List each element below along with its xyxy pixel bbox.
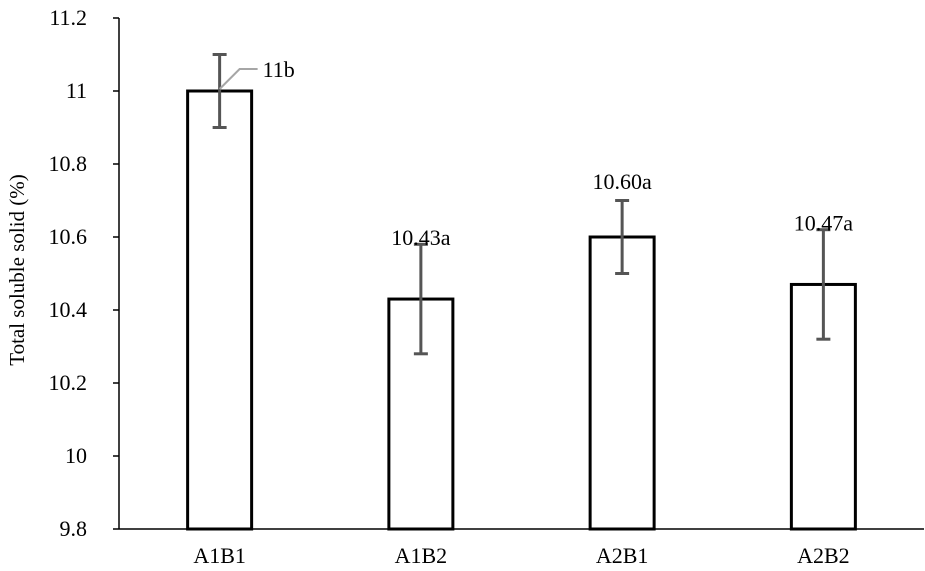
error-bar-a2b2	[816, 228, 831, 341]
y-tick-label: 11.2	[49, 5, 87, 30]
x-tick-label: A1B1	[193, 543, 246, 568]
error-bar-a1b1	[212, 53, 227, 129]
data-label: 10.47a	[794, 210, 854, 235]
x-tick-label: A1B2	[395, 543, 448, 568]
data-labels: 11b 10.43a 10.60a 10.47a	[218, 57, 854, 250]
y-tick-label: 10	[65, 443, 87, 468]
y-tick-label: 10.8	[49, 151, 88, 176]
leader-line	[218, 68, 258, 90]
error-bars	[212, 53, 831, 356]
y-tick-label: 10.6	[49, 224, 88, 249]
bar-a1b1	[186, 89, 254, 531]
y-tick-label: 10.2	[49, 370, 88, 395]
x-tick-label: A2B2	[797, 543, 850, 568]
bars	[186, 89, 857, 531]
y-axis: 9.8 10 10.2 10.4 10.6 10.8 11 11.2	[49, 5, 120, 541]
data-label: 10.60a	[592, 169, 652, 194]
x-axis: A1B1 A1B2 A2B1 A2B2	[119, 528, 924, 568]
y-axis-title: Total soluble solid (%)	[5, 174, 29, 366]
data-label: 10.43a	[391, 225, 451, 250]
bar-a2b1	[588, 235, 656, 531]
y-tick-label: 9.8	[60, 516, 88, 541]
y-tick-label: 10.4	[49, 297, 88, 322]
y-tick-label: 11	[66, 78, 87, 103]
data-label: 11b	[263, 57, 295, 82]
error-bar-a2b1	[615, 199, 630, 275]
x-tick-label: A2B1	[596, 543, 649, 568]
error-bar-a1b2	[413, 242, 428, 356]
